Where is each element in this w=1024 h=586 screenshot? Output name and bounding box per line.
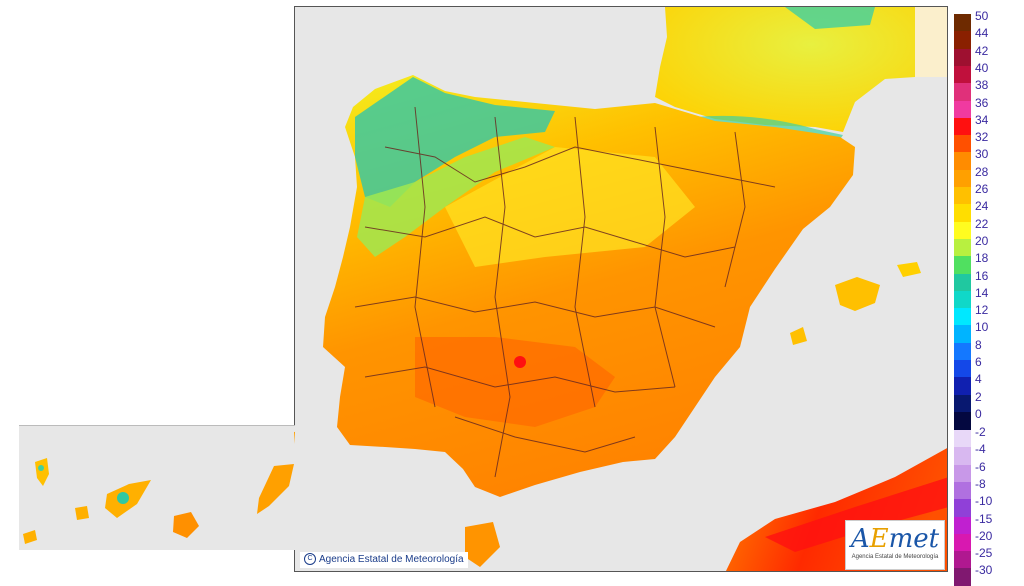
el-hierro-island bbox=[23, 530, 37, 544]
legend-label: 34 bbox=[975, 112, 989, 127]
legend-swatch bbox=[954, 430, 971, 448]
aemet-logo-mark: AEmet bbox=[850, 524, 940, 554]
legend-label: 6 bbox=[975, 355, 982, 369]
legend-swatch bbox=[954, 464, 971, 483]
legend-swatch bbox=[954, 14, 971, 32]
legend-label: -4 bbox=[975, 442, 986, 457]
legend-label: 50 bbox=[975, 9, 989, 23]
legend-swatch bbox=[954, 290, 971, 309]
legend-label: 24 bbox=[975, 199, 989, 214]
legend-label: -15 bbox=[975, 511, 993, 526]
legend-swatch bbox=[954, 499, 971, 517]
legend-swatch bbox=[954, 256, 971, 274]
mallorca-island bbox=[835, 277, 880, 311]
ibiza-island bbox=[790, 327, 807, 345]
legend-label: 4 bbox=[975, 372, 982, 387]
legend-label: 26 bbox=[975, 182, 989, 196]
canary-islands-inset bbox=[19, 425, 295, 550]
legend-swatch bbox=[954, 516, 971, 535]
legend-swatch bbox=[954, 204, 971, 223]
copyright-icon: C bbox=[304, 553, 316, 566]
france-north-cool bbox=[785, 7, 875, 29]
legend-label: 32 bbox=[975, 130, 989, 145]
legend-label: 28 bbox=[975, 164, 989, 179]
legend-label: 22 bbox=[975, 216, 989, 231]
legend-swatch bbox=[954, 568, 971, 586]
legend-swatch bbox=[954, 169, 971, 188]
lanzarote-island bbox=[294, 431, 295, 444]
legend-label: 38 bbox=[975, 78, 989, 93]
canary-graphics bbox=[23, 431, 295, 544]
france-region bbox=[655, 7, 915, 132]
copyright-text: Agencia Estatal de Meteorología bbox=[319, 554, 464, 565]
legend-label: 42 bbox=[975, 43, 989, 58]
menorca-island bbox=[897, 262, 921, 277]
legend-swatch bbox=[954, 83, 971, 101]
legend-swatch bbox=[954, 48, 971, 67]
legend-swatch bbox=[954, 308, 971, 326]
legend-swatch bbox=[954, 447, 971, 466]
central-yellow-zone bbox=[445, 147, 695, 267]
legend-swatch bbox=[954, 533, 971, 552]
legend-swatch bbox=[954, 411, 971, 430]
legend-label: 44 bbox=[975, 26, 989, 41]
legend-label: 30 bbox=[975, 147, 989, 162]
gran-canaria-island bbox=[173, 512, 199, 538]
legend-label: 0 bbox=[975, 406, 982, 421]
legend-swatch bbox=[954, 135, 971, 153]
province-borders bbox=[354, 106, 776, 478]
aemet-logo: AEmet Agencia Estatal de Meteorología bbox=[845, 520, 945, 570]
africa-hot-band bbox=[765, 477, 947, 552]
legend-label: 2 bbox=[975, 389, 982, 404]
copyright-notice: C Agencia Estatal de Meteorología bbox=[300, 552, 468, 568]
legend-swatch bbox=[954, 551, 971, 569]
legend-swatch bbox=[954, 152, 971, 171]
legend-swatch bbox=[954, 221, 971, 240]
temperature-map bbox=[294, 6, 948, 572]
legend-swatch bbox=[954, 342, 971, 361]
legend-swatch bbox=[954, 273, 971, 292]
legend-label: -10 bbox=[975, 494, 993, 509]
map-graphics bbox=[323, 7, 947, 571]
legend-swatch bbox=[954, 31, 971, 50]
fuerteventura-island bbox=[257, 464, 294, 514]
galicia-cool-zone bbox=[355, 77, 555, 207]
legend-label: 12 bbox=[975, 303, 989, 318]
cantabrian-green-zone bbox=[357, 137, 555, 257]
legend-label: -8 bbox=[975, 476, 986, 491]
legend-label: 14 bbox=[975, 285, 989, 300]
hotspot-red bbox=[514, 356, 526, 368]
legend-swatch bbox=[954, 187, 971, 205]
la-palma-island bbox=[35, 458, 49, 486]
legend-swatch bbox=[954, 117, 971, 136]
temperature-legend: 50 44 42 40 38 36 34 32 30 28 26 24 22 20 18 16 14 12 10 8 6… bbox=[950, 9, 1024, 586]
legend-swatch bbox=[954, 65, 971, 84]
legend-label: 36 bbox=[975, 95, 989, 110]
legend-swatch bbox=[954, 238, 971, 257]
legend-label: 16 bbox=[975, 268, 989, 283]
guadalquivir-hot-zone bbox=[415, 337, 615, 427]
legend-swatch bbox=[954, 394, 971, 413]
legend-label: 10 bbox=[975, 320, 989, 335]
legend-swatch bbox=[954, 325, 971, 344]
legend-swatch bbox=[954, 360, 971, 378]
la-gomera-island bbox=[75, 506, 89, 520]
legend-label: -6 bbox=[975, 459, 986, 474]
legend-label: -20 bbox=[975, 528, 993, 543]
france-east-strip bbox=[915, 7, 947, 77]
legend-label: -30 bbox=[975, 563, 993, 578]
legend-swatch bbox=[954, 377, 971, 396]
legend-label: 8 bbox=[975, 337, 982, 352]
aemet-logo-subtitle: Agencia Estatal de Meteorología bbox=[851, 554, 939, 560]
legend-label: -2 bbox=[975, 425, 986, 439]
legend-swatch bbox=[954, 100, 971, 119]
legend-label: -25 bbox=[975, 546, 993, 561]
legend-label: 18 bbox=[975, 251, 989, 266]
legend-swatch bbox=[954, 481, 971, 500]
ceuta-region bbox=[465, 522, 500, 567]
la-palma-cool bbox=[38, 465, 44, 471]
legend-label: 40 bbox=[975, 60, 989, 75]
teide-peak bbox=[117, 492, 129, 504]
legend-label: 20 bbox=[975, 233, 989, 248]
